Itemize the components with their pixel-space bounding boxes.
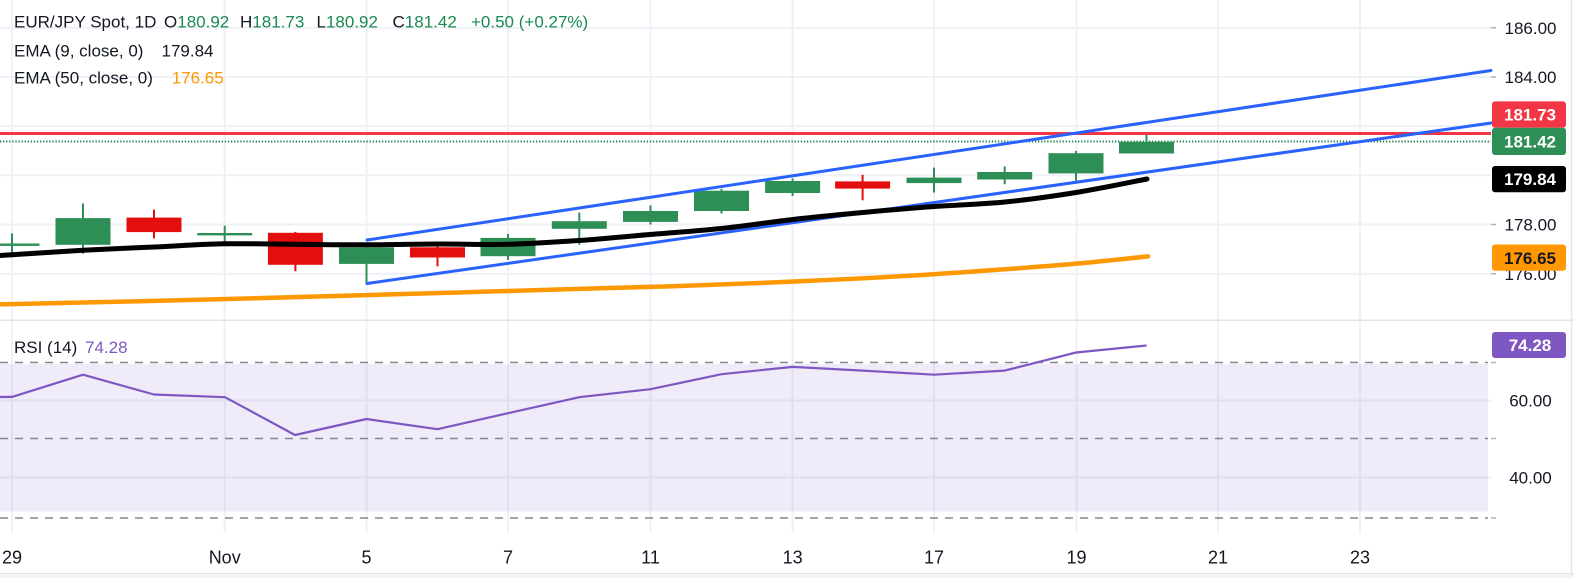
svg-text:176.65: 176.65 [1504,249,1556,268]
svg-text:EMA (9, close, 0): EMA (9, close, 0) [14,42,143,61]
svg-text:5: 5 [361,548,371,568]
svg-text:EMA (50, close, 0): EMA (50, close, 0) [14,69,153,88]
svg-text:11: 11 [641,548,660,568]
svg-text:176.65: 176.65 [172,69,224,88]
svg-text:Nov: Nov [209,548,241,568]
svg-text:60.00: 60.00 [1509,392,1552,411]
svg-text:179.84: 179.84 [162,42,214,61]
svg-text:181.73: 181.73 [1504,106,1556,125]
svg-text:17: 17 [924,548,944,568]
svg-text:179.84: 179.84 [1504,170,1557,189]
svg-text:29: 29 [2,548,22,568]
svg-text:40.00: 40.00 [1509,469,1552,488]
svg-text:RSI (14): RSI (14) [14,338,77,357]
svg-text:178.00: 178.00 [1505,216,1557,235]
svg-text:7: 7 [503,548,513,568]
svg-text:23: 23 [1350,548,1370,568]
svg-text:181.42: 181.42 [1504,133,1556,152]
svg-text:74.28: 74.28 [1509,336,1552,355]
svg-text:184.00: 184.00 [1505,68,1557,87]
svg-text:186.00: 186.00 [1505,19,1557,38]
svg-text:EUR/JPY Spot, 1D: EUR/JPY Spot, 1D [14,13,156,32]
svg-text:13: 13 [783,548,803,568]
svg-text:74.28: 74.28 [85,338,128,357]
svg-text:21: 21 [1208,548,1228,568]
svg-text:19: 19 [1066,548,1086,568]
